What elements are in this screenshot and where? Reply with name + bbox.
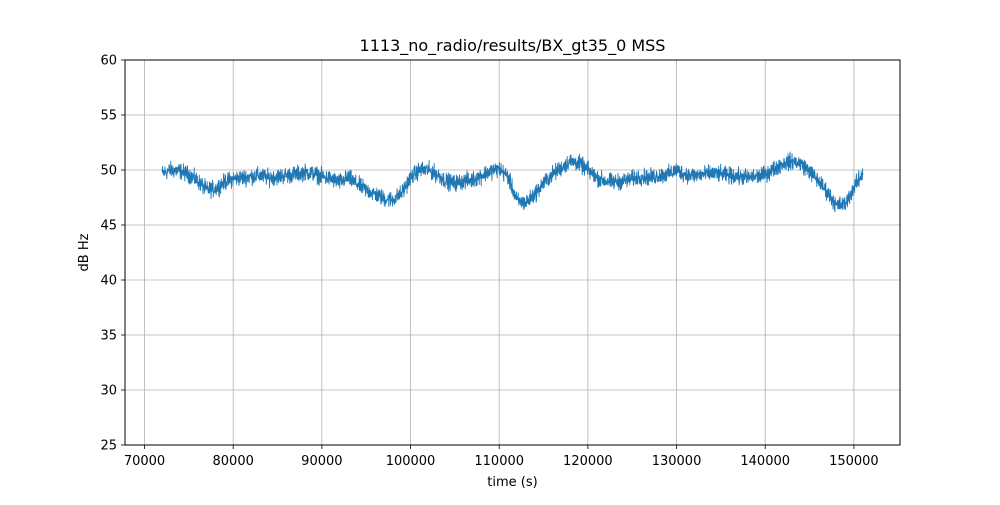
chart-title: 1113_no_radio/results/BX_gt35_0 MSS bbox=[360, 36, 666, 56]
y-tick-label: 40 bbox=[100, 274, 117, 289]
x-tick-label: 140000 bbox=[740, 454, 790, 469]
x-tick-label: 130000 bbox=[652, 454, 702, 469]
y-tick-label: 55 bbox=[100, 109, 117, 124]
x-tick-label: 150000 bbox=[829, 454, 879, 469]
x-axis-label: time (s) bbox=[487, 475, 537, 490]
series-layer bbox=[161, 151, 864, 213]
x-tick-label: 70000 bbox=[124, 454, 165, 469]
y-tick-label: 25 bbox=[100, 439, 117, 454]
y-tick-label: 60 bbox=[100, 54, 117, 69]
x-tick-label: 110000 bbox=[474, 454, 524, 469]
y-tick-label: 35 bbox=[100, 329, 117, 344]
axes-frame bbox=[124, 59, 901, 446]
x-tick-label: 100000 bbox=[386, 454, 436, 469]
series-line bbox=[161, 151, 864, 213]
y-tick-label: 50 bbox=[100, 164, 117, 179]
y-axis-label: dB Hz bbox=[77, 233, 92, 271]
x-tick-label: 120000 bbox=[563, 454, 613, 469]
y-tick-label: 30 bbox=[100, 384, 117, 399]
x-tick-label: 90000 bbox=[301, 454, 342, 469]
y-tick-label: 45 bbox=[100, 219, 117, 234]
ticks: 70000 80000 90000 100000 110000 120000 130000 1… bbox=[100, 54, 878, 470]
x-tick-label: 80000 bbox=[213, 454, 254, 469]
